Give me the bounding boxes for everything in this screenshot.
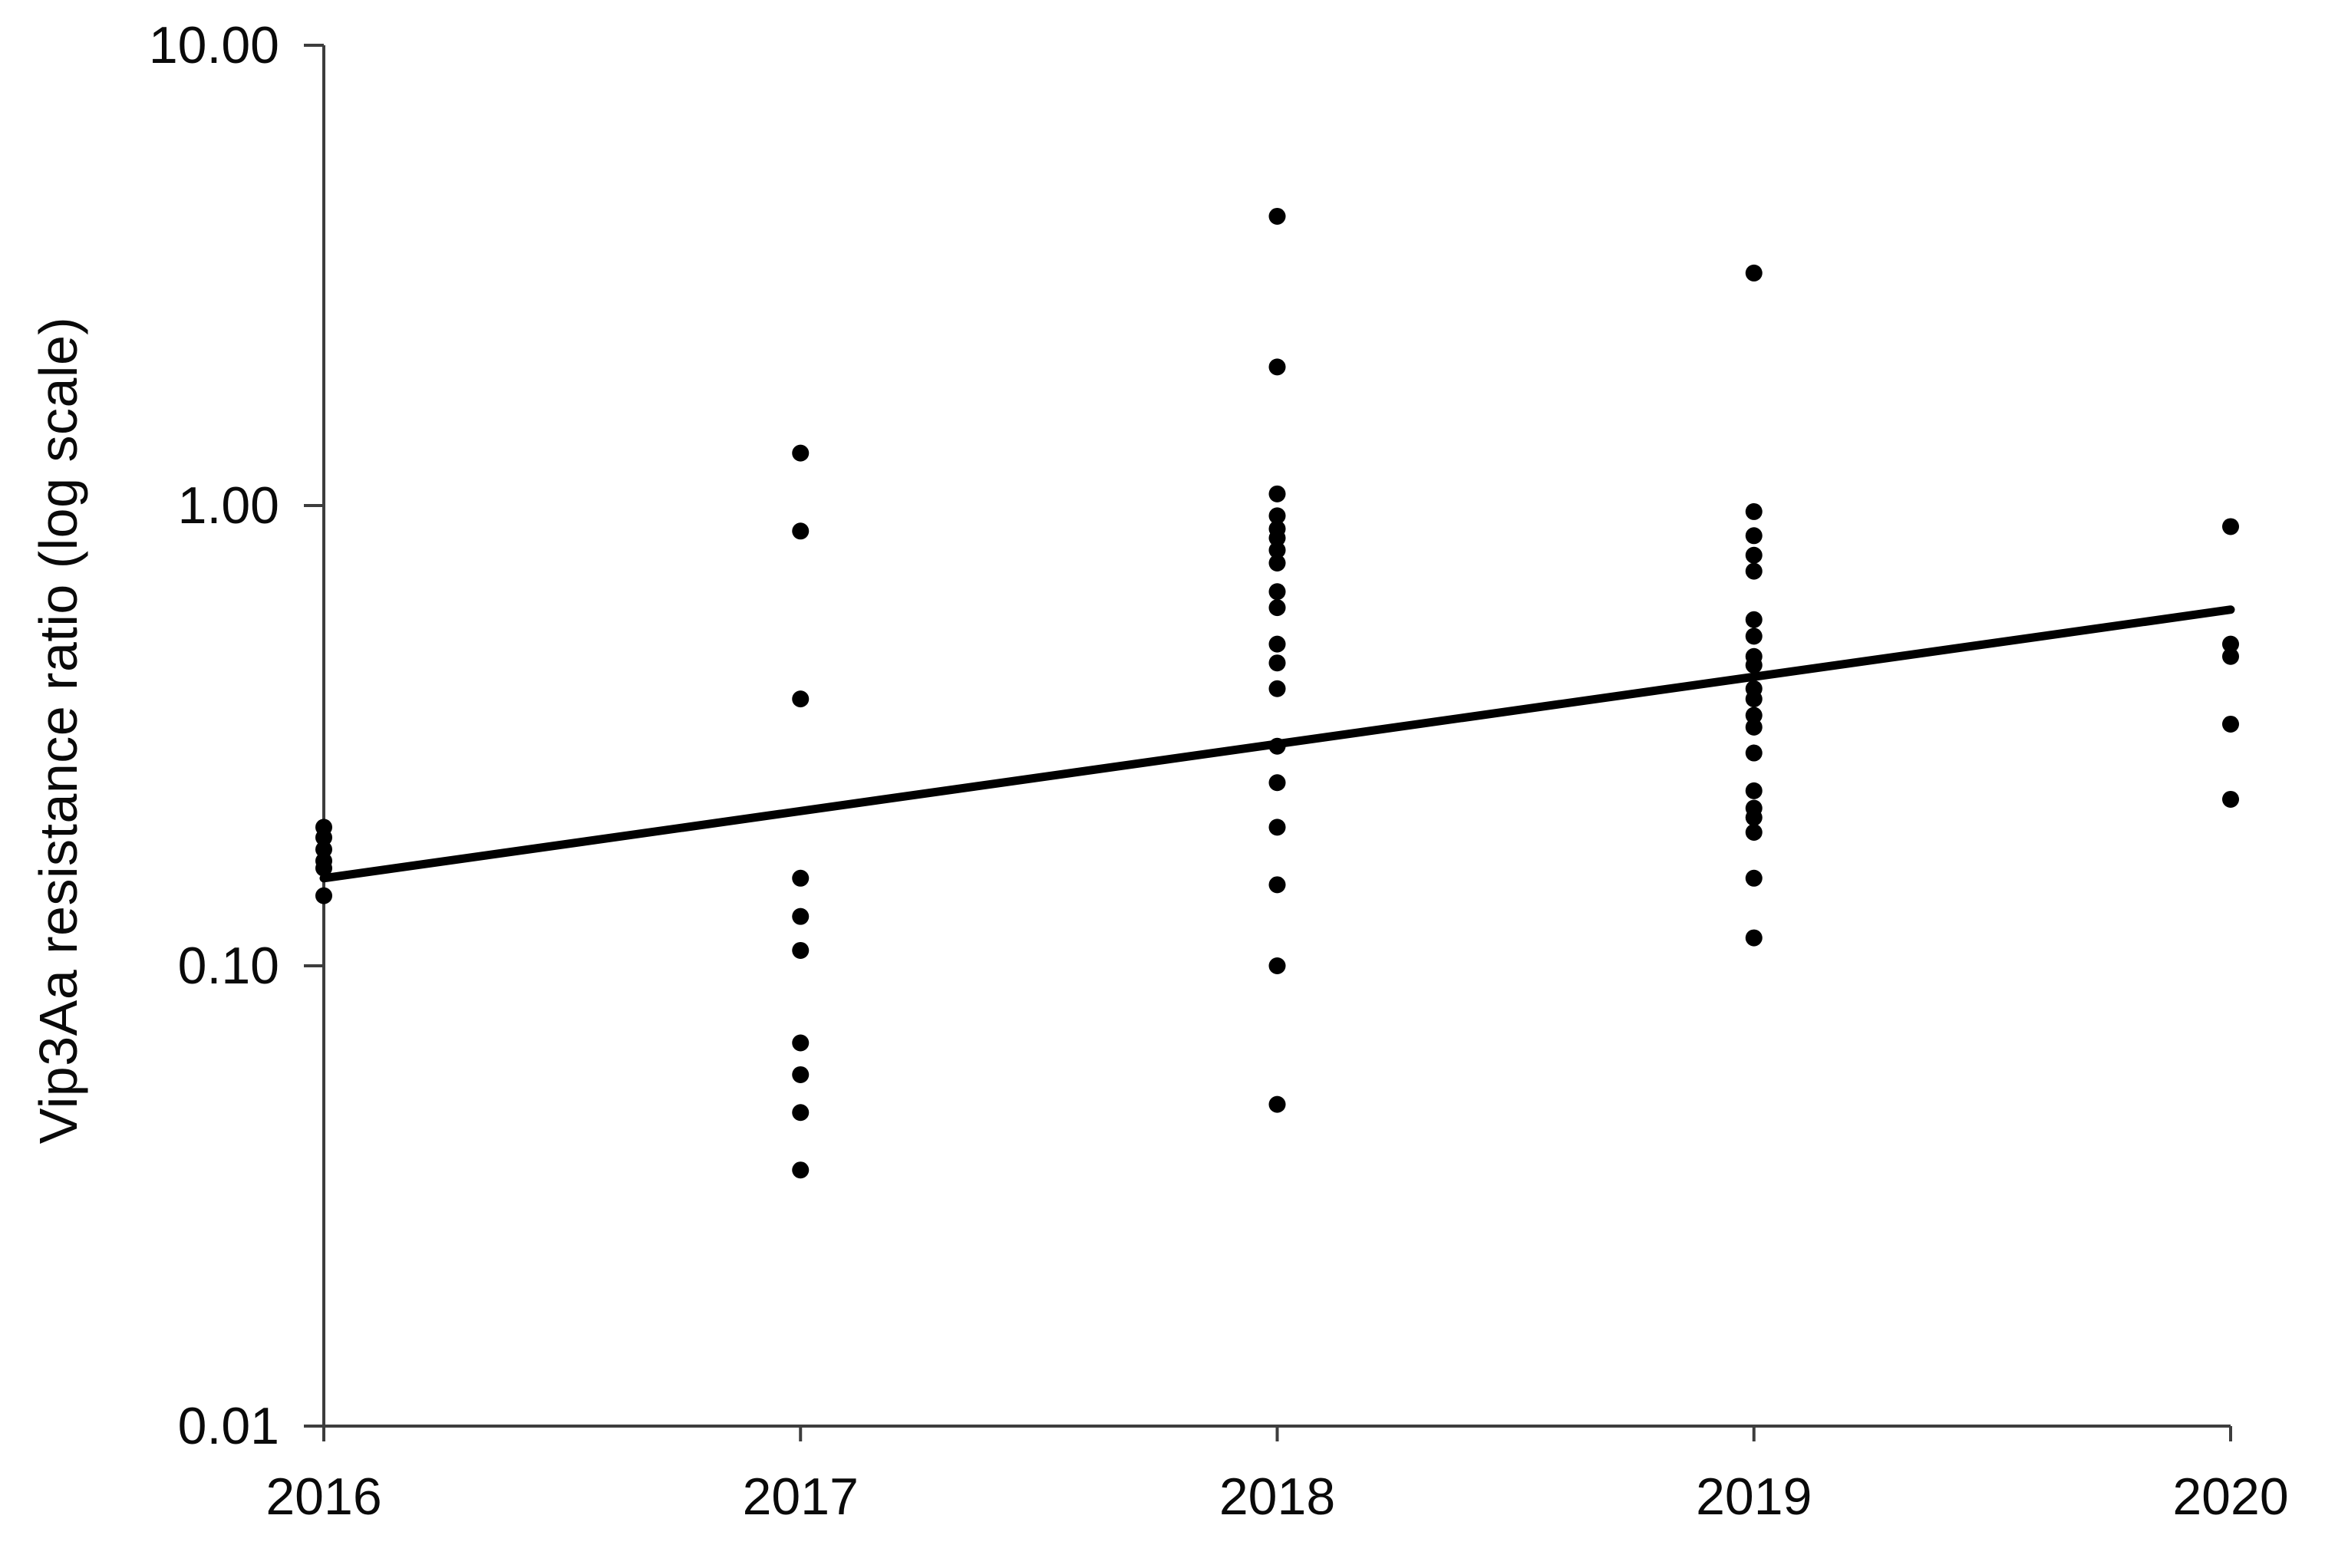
data-point bbox=[1268, 599, 1286, 617]
x-tick-label: 2016 bbox=[265, 1468, 381, 1526]
data-point bbox=[1268, 207, 1286, 225]
data-point bbox=[1745, 782, 1763, 799]
data-point bbox=[1268, 635, 1286, 653]
data-point bbox=[1268, 554, 1286, 572]
data-point bbox=[2222, 518, 2239, 535]
data-point bbox=[1268, 654, 1286, 672]
x-tick-label: 2018 bbox=[1219, 1468, 1335, 1526]
data-point bbox=[792, 1104, 810, 1122]
data-point bbox=[1268, 680, 1286, 697]
data-point bbox=[1745, 502, 1763, 520]
y-tick-label: 10.00 bbox=[149, 16, 279, 74]
data-point bbox=[1268, 876, 1286, 894]
data-point bbox=[792, 1066, 810, 1083]
data-point bbox=[1745, 869, 1763, 887]
data-point bbox=[792, 1161, 810, 1179]
data-point bbox=[1745, 657, 1763, 674]
data-point bbox=[792, 941, 810, 959]
data-point bbox=[315, 828, 332, 846]
y-axis-title: Vip3Aa resistance ratio (log scale) bbox=[28, 316, 88, 1145]
data-point bbox=[1745, 718, 1763, 736]
y-tick-label: 1.00 bbox=[178, 476, 279, 535]
data-point bbox=[1268, 507, 1286, 525]
data-point bbox=[2222, 647, 2239, 665]
data-point bbox=[792, 869, 810, 887]
data-point bbox=[1268, 583, 1286, 601]
y-tick-label: 0.01 bbox=[178, 1397, 279, 1455]
data-point bbox=[1268, 819, 1286, 836]
data-point bbox=[1745, 929, 1763, 947]
data-point bbox=[1745, 611, 1763, 628]
data-point bbox=[792, 690, 810, 708]
data-point bbox=[1745, 628, 1763, 645]
x-tick-label: 2020 bbox=[2172, 1468, 2288, 1526]
data-point bbox=[1745, 527, 1763, 545]
data-point bbox=[315, 859, 332, 877]
data-point bbox=[1745, 809, 1763, 826]
data-point bbox=[1268, 1095, 1286, 1113]
data-point bbox=[792, 444, 810, 462]
data-point bbox=[1268, 529, 1286, 547]
data-point bbox=[1745, 546, 1763, 564]
data-point bbox=[2222, 715, 2239, 733]
data-point bbox=[1268, 542, 1286, 559]
data-point bbox=[1745, 562, 1763, 580]
data-point bbox=[792, 1034, 810, 1052]
data-point bbox=[2222, 790, 2239, 808]
data-point bbox=[1745, 264, 1763, 282]
data-point bbox=[792, 908, 810, 925]
x-tick-label: 2017 bbox=[743, 1468, 859, 1526]
y-tick-label: 0.10 bbox=[178, 937, 279, 995]
data-point bbox=[1745, 823, 1763, 841]
data-point bbox=[1268, 485, 1286, 502]
data-point bbox=[1745, 744, 1763, 762]
data-point bbox=[1268, 737, 1286, 755]
data-point bbox=[1745, 690, 1763, 708]
data-point bbox=[315, 887, 332, 904]
x-tick-label: 2019 bbox=[1696, 1468, 1812, 1526]
data-point bbox=[1268, 774, 1286, 792]
data-point bbox=[1268, 957, 1286, 974]
data-point bbox=[1745, 707, 1763, 724]
data-point bbox=[792, 522, 810, 540]
data-point bbox=[2222, 635, 2239, 653]
data-point bbox=[1268, 358, 1286, 376]
